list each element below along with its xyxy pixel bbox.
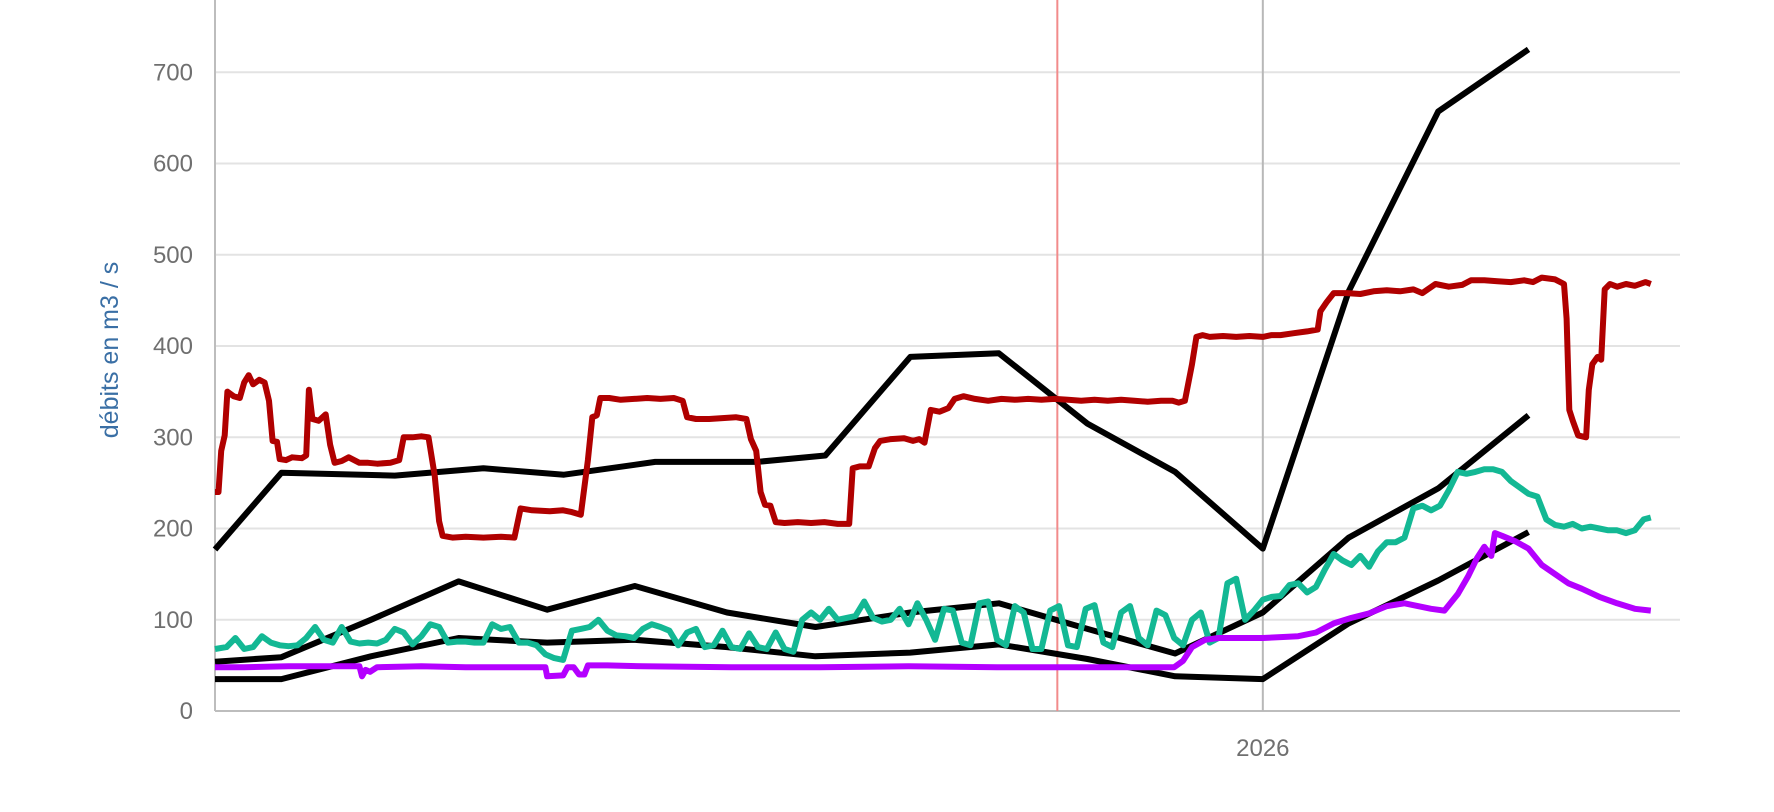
series-line-4 xyxy=(215,274,1652,541)
grid-lines xyxy=(215,71,1680,621)
x-axis: 2026 xyxy=(214,0,1680,762)
y-tick-label: 300 xyxy=(153,424,193,451)
y-tick-label: 100 xyxy=(153,607,193,634)
series-line-6 xyxy=(215,530,1652,680)
y-tick-labels: 0100200300400500600700800 xyxy=(153,59,193,725)
series-line-2 xyxy=(214,412,1531,665)
y-tick-label: 600 xyxy=(153,151,193,178)
series-line-5 xyxy=(214,466,1652,663)
y-axis-title: débits en m3 / s xyxy=(96,262,124,438)
x-tick-label: 2026 xyxy=(1236,735,1289,762)
series-line-1 xyxy=(212,46,1531,552)
y-tick-label: 500 xyxy=(153,242,193,269)
series-lines xyxy=(212,46,1652,683)
y-tick-label: 0 xyxy=(180,698,193,725)
y-tick-label: 200 xyxy=(153,516,193,543)
series-line-3 xyxy=(215,529,1530,683)
y-tick-label: 400 xyxy=(153,333,193,360)
y-tick-label: 700 xyxy=(153,59,193,86)
